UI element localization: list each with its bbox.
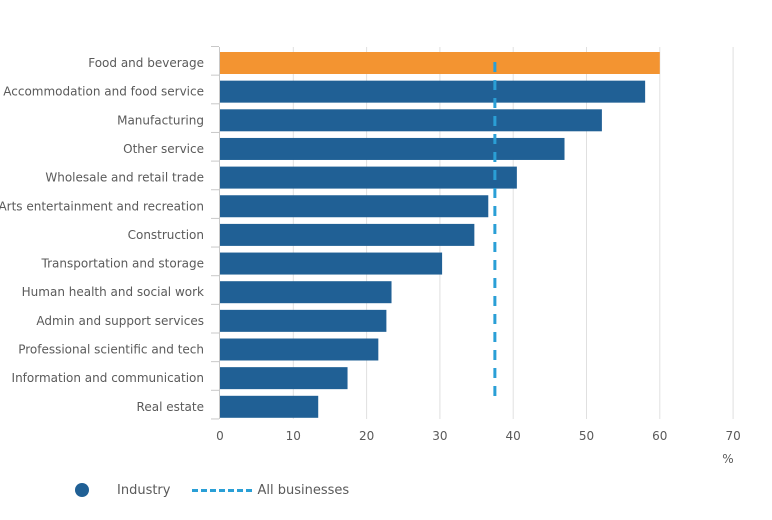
bar: [220, 338, 379, 361]
category-label: Arts entertainment and recreation: [0, 199, 204, 213]
category-label: Human health and social work: [22, 285, 204, 299]
x-axis-unit-label: %: [722, 452, 733, 466]
x-tick-label: 20: [359, 429, 374, 443]
x-tick-label: 40: [506, 429, 521, 443]
legend: Industry All businesses: [74, 480, 349, 500]
category-label: Admin and support services: [36, 314, 204, 328]
x-tick-label: 70: [725, 429, 740, 443]
category-label: Construction: [128, 228, 204, 242]
x-tick-label: 10: [286, 429, 301, 443]
category-labels: Food and beverage Accommodation and food …: [0, 56, 204, 414]
x-tick-label: 50: [579, 429, 594, 443]
bar: [220, 195, 489, 218]
x-tick-label: 60: [652, 429, 667, 443]
legend-dot-icon: [75, 483, 89, 497]
bar: [220, 80, 646, 103]
x-tick-label: 0: [216, 429, 224, 443]
category-label: Real estate: [137, 400, 204, 414]
x-tick-label: 30: [432, 429, 447, 443]
category-label: Manufacturing: [117, 113, 204, 127]
bar: [220, 309, 387, 332]
bar: [220, 52, 660, 74]
category-label: Other service: [123, 142, 204, 156]
category-label: Professional scientific and tech: [18, 343, 204, 357]
category-label: Food and beverage: [88, 56, 204, 70]
x-axis-ticks: 0 10 20 30 40 50 60 70: [216, 429, 741, 443]
legend-item-industry: Industry: [74, 483, 170, 498]
bar-chart: Food and beverage Accommodation and food …: [0, 46, 741, 466]
bar: [220, 137, 565, 160]
bar: [220, 367, 348, 390]
category-label: Information and communication: [12, 371, 204, 385]
bar: [220, 166, 517, 189]
bar: [220, 395, 319, 418]
legend-item-all-businesses: All businesses: [170, 483, 349, 498]
bar: [220, 109, 602, 132]
bar: [220, 252, 443, 275]
category-label: Accommodation and food service: [3, 85, 204, 99]
bars: [220, 52, 660, 418]
legend-label-all-businesses: All businesses: [257, 482, 350, 498]
bar: [220, 281, 392, 304]
category-label: Transportation and storage: [41, 257, 204, 271]
category-label: Wholesale and retail trade: [45, 171, 204, 185]
axes: [211, 46, 220, 420]
bar: [220, 223, 475, 246]
legend-dashed-line-icon: [192, 488, 253, 492]
legend-label-industry: Industry: [117, 482, 171, 498]
